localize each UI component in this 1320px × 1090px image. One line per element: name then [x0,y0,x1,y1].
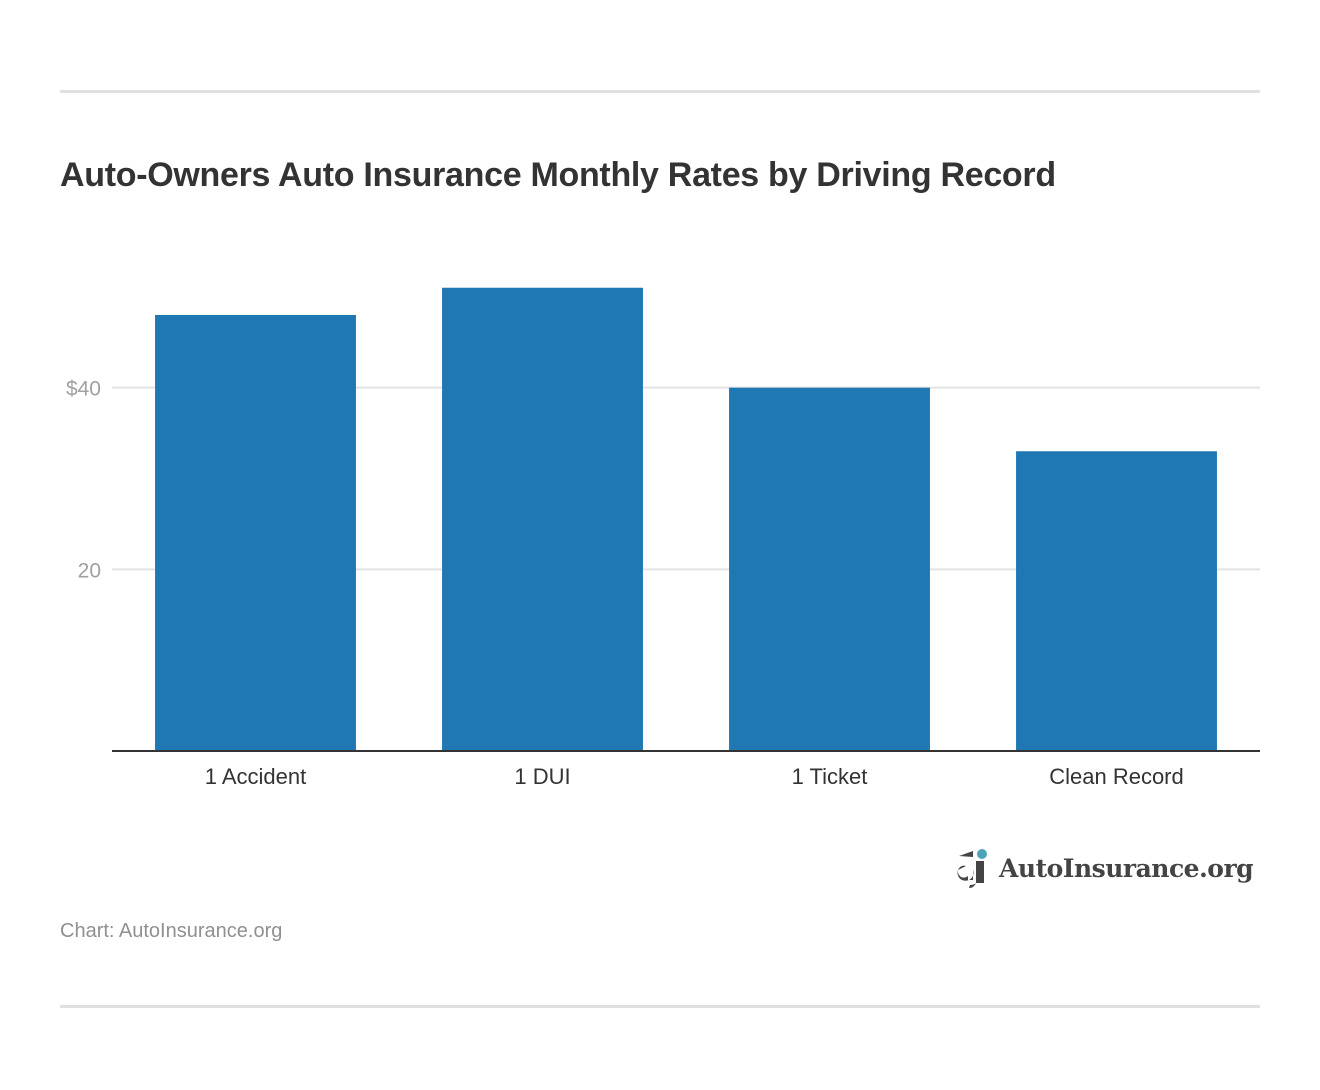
x-tick-label: 1 DUI [514,764,570,789]
bottom-divider [60,1005,1260,1008]
chart-source: Chart: AutoInsurance.org [60,920,283,942]
bar-1-accident [155,315,356,751]
logo-mark-icon [957,849,987,888]
logo-text: AutoInsurance.org [999,853,1254,883]
y-tick-label: $40 [66,378,101,401]
x-tick-label: 1 Accident [205,764,307,789]
x-tick-label: 1 Ticket [792,764,868,789]
x-tick-label: Clean Record [1049,764,1184,789]
bar-clean-record [1016,451,1217,751]
y-tick-label: 20 [78,559,101,582]
bar-1-dui [442,287,643,751]
logo: AutoInsurance.org [955,848,1254,888]
bar-1-ticket [729,387,930,751]
top-divider [60,90,1260,93]
chart-title: Auto-Owners Auto Insurance Monthly Rates… [60,156,1056,194]
